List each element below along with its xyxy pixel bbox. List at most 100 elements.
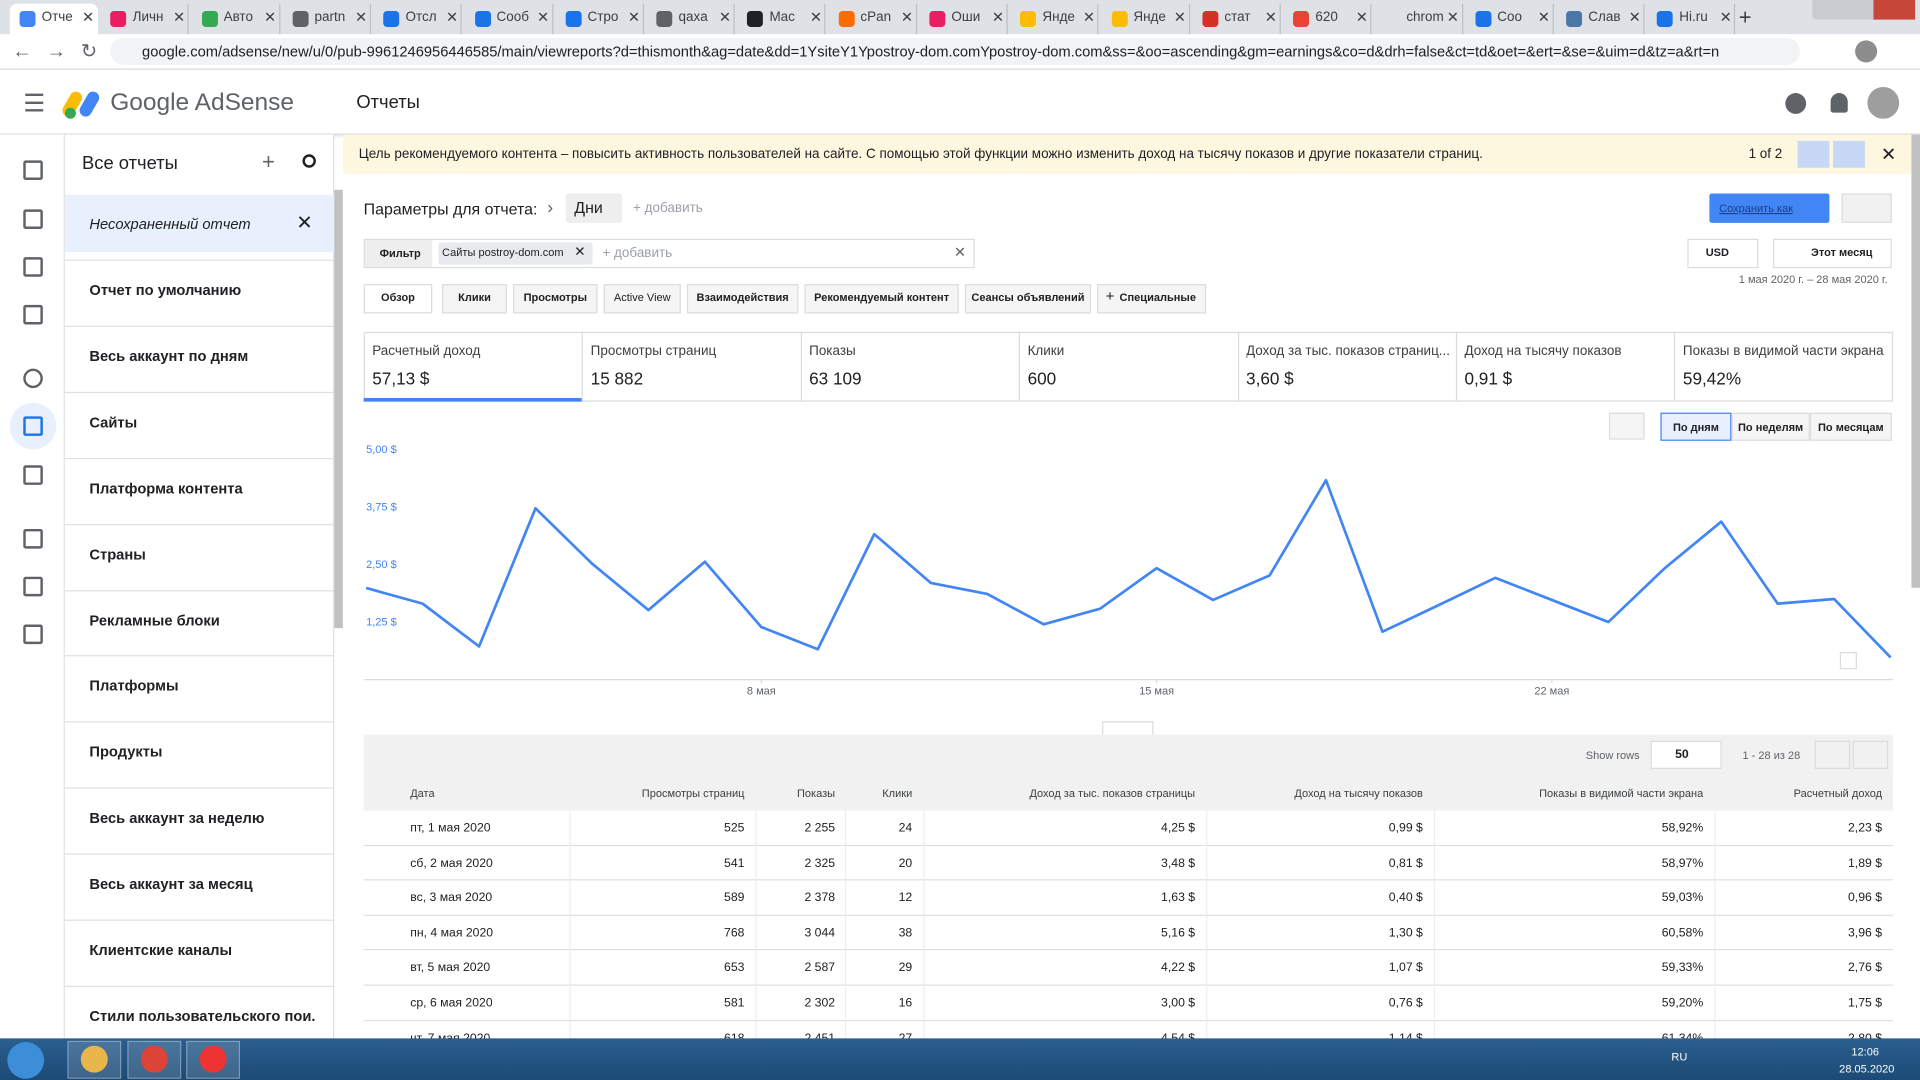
column-header[interactable]: Клики [618,787,912,799]
browser-tab[interactable]: 620✕ [1283,4,1371,35]
tab-favicon [1566,11,1582,27]
sidebar-item[interactable]: Весь аккаунт за неделю [89,810,316,827]
tab-close: ✕ [1083,9,1095,26]
close-report[interactable]: ✕ [296,211,312,235]
add-report[interactable]: + [262,149,275,175]
sidebar-item[interactable]: Продукты [89,744,316,761]
rail-icon[interactable] [23,209,43,229]
browser-tab[interactable]: Янде✕ [1011,4,1099,35]
browser-tab[interactable]: chrome:/✕ [1374,4,1462,35]
browser-tab[interactable]: cPan✕ [829,4,917,35]
rail-icon[interactable] [23,624,43,644]
tab-title: chrome:/ [1406,10,1443,25]
sidebar-item[interactable]: Рекламные блоки [89,612,316,629]
tab-close: ✕ [355,9,367,26]
help-icon[interactable] [1785,93,1806,114]
rail-icon[interactable] [23,529,43,549]
cell-divider [1434,916,1435,951]
column-header[interactable]: Дата [410,787,434,799]
filter-clear[interactable]: ✕ [954,244,966,261]
browser-tab[interactable]: Янде✕ [1102,4,1190,35]
filter-add[interactable]: + добавить [602,246,672,261]
nav-buttons: ←→↻ [12,39,112,63]
metric-label[interactable]: Расчетный доход [372,344,583,359]
metric-label[interactable]: Показы [809,344,1020,359]
browser-tab[interactable]: Mac✕ [738,4,826,35]
tab-title: Mac [769,10,806,25]
browser-tab[interactable]: Соо✕ [1465,4,1553,35]
sidebar-item[interactable]: Клиентские каналы [89,942,316,959]
url[interactable]: google.com/adsense/new/u/0/pub-996124695… [142,43,1758,60]
sidebar-item[interactable]: Отчет по умолчанию [89,282,316,299]
browser-tab[interactable]: Стро✕ [556,4,644,35]
start-button[interactable] [7,1042,44,1079]
tab-close: ✕ [537,9,549,26]
bell-icon[interactable] [1831,93,1848,113]
sidebar-item[interactable]: Сайты [89,414,316,431]
table-cell: 1,89 $ [1735,857,1882,870]
rail-icon[interactable] [23,369,43,389]
browser-tab[interactable]: qaxa✕ [647,4,735,35]
metric-label[interactable]: Показы в видимой части экрана [1683,344,1894,359]
cell-divider [569,811,570,846]
browser-tab[interactable]: Слав✕ [1556,4,1644,35]
metric-label[interactable]: Клики [1028,344,1239,359]
rail-icon[interactable] [23,577,43,597]
sidebar-item[interactable]: Страны [89,546,316,563]
banner-prev[interactable] [1798,141,1830,168]
browser-tab[interactable]: Отче✕ [10,4,98,35]
table-cell: 4,25 $ [1048,822,1195,835]
browser-tab[interactable]: Оши✕ [920,4,1008,35]
tab-title: Hi.ru [1679,10,1716,25]
banner-close[interactable]: ✕ [1881,143,1896,165]
annotation-button[interactable] [1609,413,1645,440]
metric-divider [1456,332,1457,402]
table-cell: 2,76 $ [1735,962,1882,975]
menu-icon[interactable]: ☰ [23,88,45,119]
rail-icon[interactable] [23,257,43,277]
x-tick-label: 15 мая [1139,685,1174,697]
table-cell: 0,81 $ [1276,857,1423,870]
rail-icon[interactable] [23,465,43,485]
input-language: RU [1671,1051,1687,1063]
tab-favicon [565,11,581,27]
browser-tab[interactable]: стат✕ [1193,4,1281,35]
rail-icon[interactable] [23,305,43,325]
metric-label[interactable]: Просмотры страниц [591,344,802,359]
sidebar-item[interactable]: Весь аккаунт по дням [89,348,316,365]
add-dimension[interactable]: + добавить [633,201,703,216]
sidebar-item[interactable]: Платформа контента [89,480,316,497]
table-cell: 58,97% [1556,857,1703,870]
new-tab[interactable]: + [1739,5,1752,31]
show-rows-label: Show rows [1586,749,1640,761]
browser-tab[interactable]: Hi.ru✕ [1647,4,1735,35]
account-avatar[interactable] [1867,87,1899,119]
metric-label[interactable]: Доход на тысячу показов [1464,344,1675,359]
sidebar-item[interactable]: Весь аккаунт за месяц [89,876,316,893]
search-icon[interactable] [302,154,315,167]
column-header[interactable]: Доход на тысячу показов [1129,787,1423,799]
browser-tab[interactable]: Сооб✕ [465,4,553,35]
table-cell: пт, 1 мая 2020 [410,822,490,835]
browser-tab[interactable]: partn✕ [283,4,371,35]
cell-divider [1206,811,1207,846]
banner-next[interactable] [1833,141,1865,168]
browser-tab[interactable]: Авто✕ [192,4,280,35]
browser-tab[interactable]: Отсл✕ [374,4,462,35]
metric-label[interactable]: Доход за тыс. показов страниц... [1246,344,1457,359]
filter-chip-x[interactable]: ✕ [574,244,585,260]
browser-tab[interactable]: Личн✕ [101,4,189,35]
collapse-tab[interactable] [1102,721,1153,734]
rail-icon[interactable] [23,416,43,436]
download-button[interactable] [1842,193,1892,222]
plus-icon: + [1106,288,1115,305]
sidebar-item[interactable]: Стили пользовательского пои... [89,1008,316,1025]
cell-divider [923,916,924,951]
sidebar-item[interactable]: Платформы [89,678,316,695]
rail-icon[interactable] [23,160,43,180]
next-page[interactable] [1853,741,1889,769]
prev-page[interactable] [1815,741,1851,769]
column-header[interactable]: Расчетный доход [1588,787,1882,799]
cell-divider [1714,986,1715,1021]
